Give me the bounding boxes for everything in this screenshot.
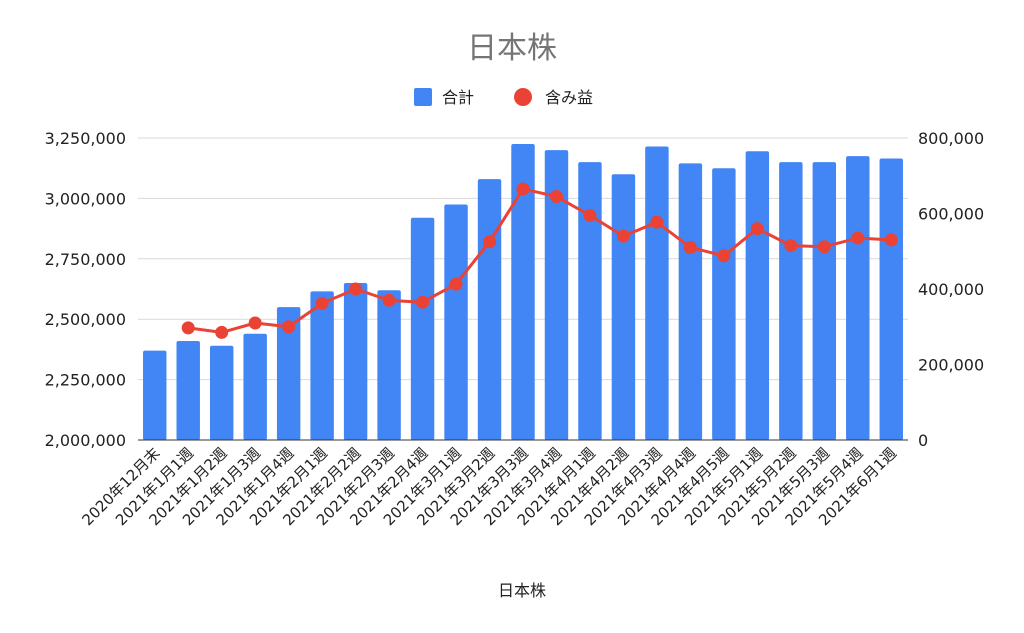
- legend-swatch-unrealized-gain: [514, 88, 532, 106]
- bar: [377, 290, 401, 440]
- line-point: [449, 277, 463, 291]
- line-point: [483, 235, 497, 249]
- right-axis-tick-label: 200,000: [918, 356, 984, 375]
- left-axis-tick-label: 2,000,000: [45, 431, 126, 450]
- chart-title: 日本株: [467, 31, 557, 66]
- line-point: [750, 222, 764, 236]
- line-point: [349, 282, 363, 296]
- bar: [879, 158, 903, 440]
- right-axis-tick-label: 600,000: [918, 205, 984, 224]
- line-point: [717, 249, 731, 263]
- bar: [143, 350, 167, 440]
- left-axis-tick-label: 3,250,000: [45, 129, 126, 148]
- bar: [846, 156, 870, 440]
- bar: [779, 162, 803, 440]
- x-axis: 2020年12月末2021年1月1週2021年1月2週2021年1月3週2021…: [79, 439, 908, 529]
- line-point: [215, 325, 229, 339]
- right-axis-tick-label: 0: [918, 431, 928, 450]
- line-series-path: [188, 187, 892, 334]
- bar: [678, 163, 703, 441]
- line-point: [851, 231, 865, 245]
- bar: [645, 146, 669, 440]
- line-point: [884, 233, 898, 247]
- bar: [477, 179, 502, 440]
- legend: 合計 含み益: [414, 88, 593, 107]
- line-point: [248, 316, 262, 330]
- line-point: [516, 182, 530, 196]
- line-point: [784, 239, 798, 253]
- right-axis-tick-label: 400,000: [918, 280, 984, 299]
- bar: [511, 144, 535, 441]
- line-point: [181, 321, 195, 335]
- line-point: [616, 229, 630, 243]
- line-point: [382, 293, 396, 307]
- bar: [544, 150, 569, 440]
- legend-label-total: 合計: [442, 88, 474, 107]
- bar: [176, 340, 200, 440]
- line-point: [315, 296, 329, 310]
- line-point: [416, 295, 430, 309]
- bar: [712, 168, 736, 440]
- line-series: [181, 182, 898, 339]
- left-axis-tick-label: 2,250,000: [45, 371, 126, 390]
- legend-label-unrealized-gain: 含み益: [545, 88, 593, 107]
- line-point: [650, 215, 664, 229]
- bar: [276, 307, 301, 440]
- bar: [444, 204, 468, 440]
- line-point: [817, 240, 831, 254]
- bar: [243, 333, 267, 440]
- bar: [611, 174, 636, 441]
- bar: [310, 291, 334, 440]
- left-axis-tick-label: 2,750,000: [45, 250, 126, 269]
- left-axis: 2,000,000 2,250,000 2,500,000 2,750,000 3,00…: [45, 129, 126, 450]
- bar: [209, 345, 234, 440]
- left-axis-tick-label: 2,500,000: [45, 310, 126, 329]
- right-axis-tick-label: 800,000: [918, 129, 984, 148]
- line-point: [282, 320, 296, 334]
- right-axis: 0 200,000 400,000 600,000 800,000: [918, 129, 984, 450]
- left-axis-tick-label: 3,000,000: [45, 189, 126, 208]
- line-point: [583, 208, 597, 222]
- x-axis-label: 日本株: [498, 581, 546, 600]
- line-point: [683, 240, 697, 254]
- bar: [745, 151, 770, 440]
- bar: [343, 282, 368, 440]
- bar: [812, 162, 837, 440]
- line-point: [549, 190, 563, 204]
- bar: [578, 162, 602, 440]
- bar: [410, 217, 435, 440]
- legend-swatch-total: [414, 88, 432, 106]
